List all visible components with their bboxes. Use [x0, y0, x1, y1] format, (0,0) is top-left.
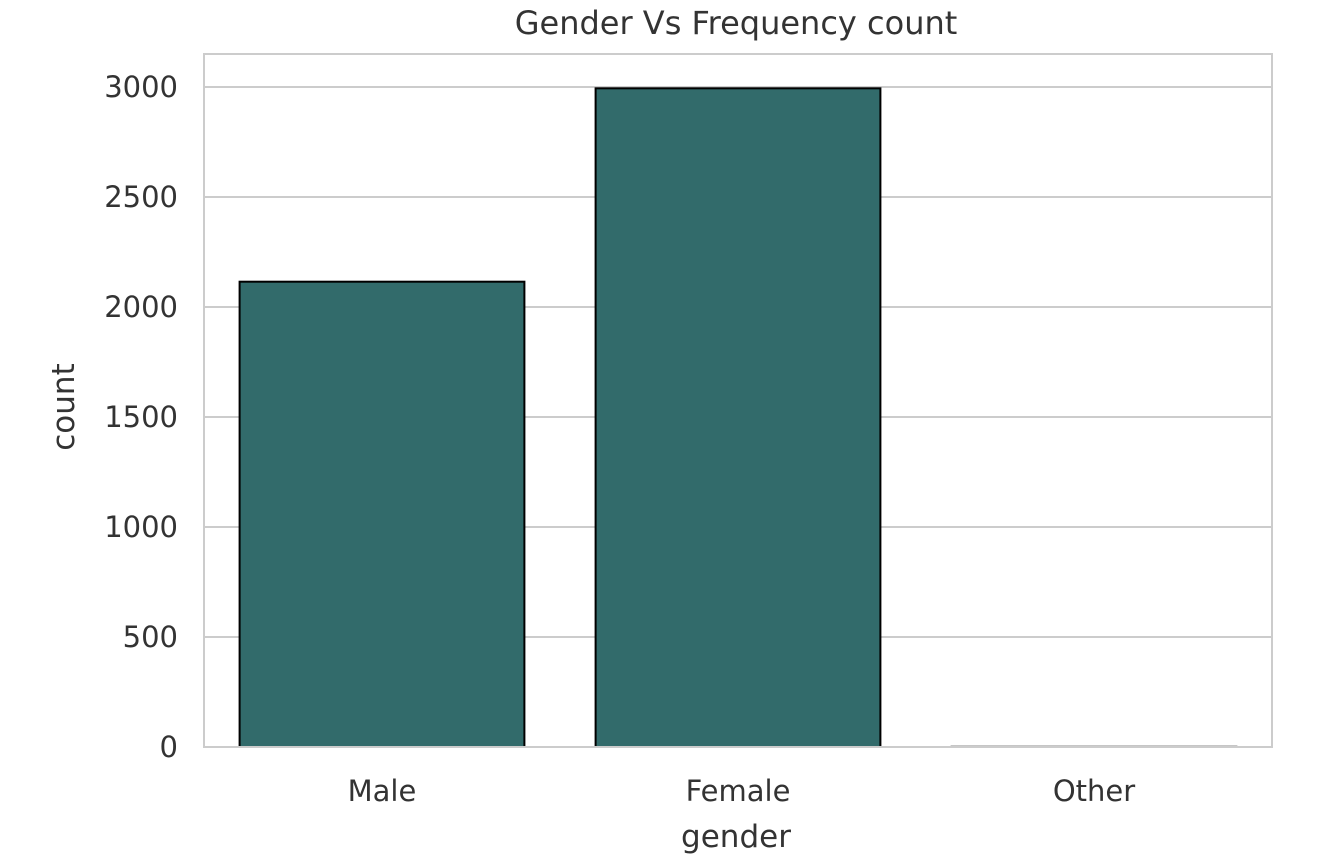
y-tick-label: 500 [123, 620, 178, 654]
bar-female [596, 88, 881, 747]
y-tick-label: 1500 [104, 400, 178, 434]
y-tick-label: 1000 [104, 510, 178, 544]
x-tick-label: Male [348, 774, 417, 808]
x-tick-label: Female [686, 774, 791, 808]
x-axis-label: gender [681, 819, 791, 855]
x-axis-ticks: Male Female Other [348, 774, 1136, 808]
y-axis-ticks: 0 500 1000 1500 2000 2500 3000 [104, 70, 178, 764]
y-axis-label: count [46, 363, 82, 450]
y-tick-label: 0 [160, 730, 178, 764]
y-tick-label: 3000 [104, 70, 178, 104]
chart-title: Gender Vs Frequency count [515, 4, 958, 42]
bar-male [240, 282, 525, 747]
x-tick-label: Other [1053, 774, 1135, 808]
y-tick-label: 2000 [104, 290, 178, 324]
y-tick-label: 2500 [104, 180, 178, 214]
